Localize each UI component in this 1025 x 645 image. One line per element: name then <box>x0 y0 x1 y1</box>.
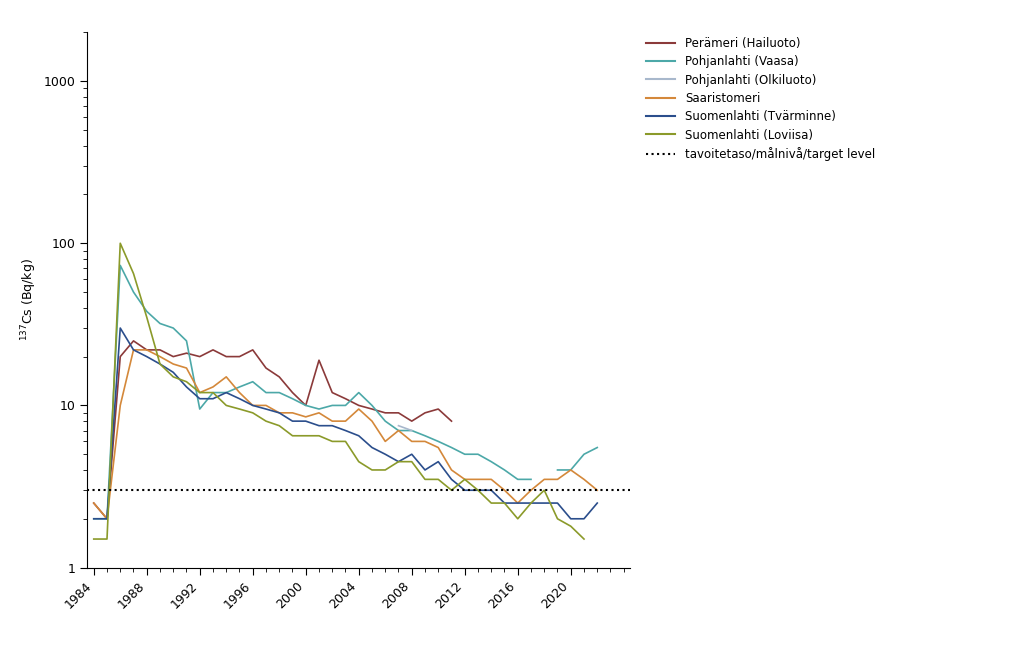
Y-axis label: $^{137}$Cs (Bq/kg): $^{137}$Cs (Bq/kg) <box>19 259 39 341</box>
Legend: Perämeri (Hailuoto), Pohjanlahti (Vaasa), Pohjanlahti (Olkiluoto), Saaristomeri,: Perämeri (Hailuoto), Pohjanlahti (Vaasa)… <box>642 32 879 166</box>
